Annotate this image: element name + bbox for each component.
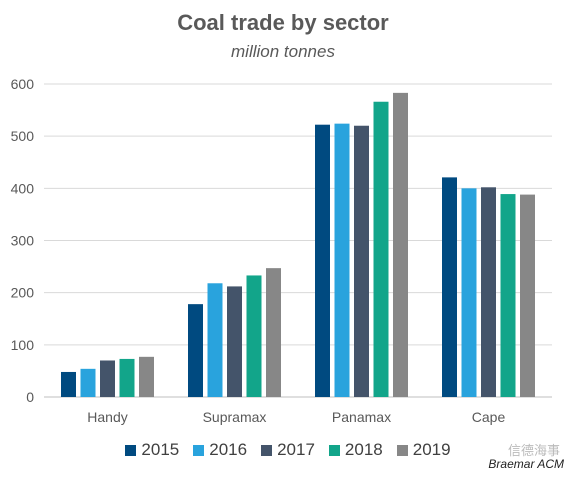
bar-cape-2016 — [461, 188, 477, 397]
legend-item-2016: 2016 — [193, 440, 247, 460]
source-label: Braemar ACM — [488, 457, 564, 471]
y-tick-label: 500 — [11, 128, 35, 144]
bar-panamax-2018 — [373, 101, 389, 397]
legend-item-2017: 2017 — [261, 440, 315, 460]
legend-swatch — [125, 444, 137, 456]
legend-item-2018: 2018 — [328, 440, 383, 460]
x-axis-ticks: Handy Supramax Panamax Cape — [87, 409, 505, 425]
bar-panamax-2015 — [315, 124, 330, 397]
y-tick-label: 100 — [11, 337, 35, 353]
bar-handy-2019 — [139, 356, 154, 397]
legend-item-2019: 2019 — [396, 440, 451, 460]
legend-label: 2018 — [344, 440, 383, 459]
legend-swatch — [328, 444, 340, 456]
bar-supramax-2015 — [188, 304, 203, 397]
bar-handy-2015 — [61, 371, 76, 397]
bar-panamax-2016 — [334, 123, 350, 397]
bar-panamax-2019 — [393, 92, 408, 397]
y-tick-label: 0 — [26, 389, 34, 405]
bar-cape-2019 — [520, 194, 535, 397]
bars — [61, 92, 535, 397]
legend-swatch — [193, 444, 205, 456]
legend-label: 2019 — [412, 440, 451, 459]
bar-handy-2018 — [119, 358, 135, 397]
watermark: 信德海事 — [507, 443, 560, 458]
bar-cape-2017 — [481, 187, 496, 397]
bar-supramax-2019 — [266, 268, 281, 397]
bar-cape-2018 — [500, 194, 516, 397]
y-axis-ticks: 0 100 200 300 400 500 600 — [11, 76, 35, 405]
y-tick-label: 200 — [11, 285, 35, 301]
bar-handy-2017 — [100, 360, 115, 397]
legend-label: 2017 — [277, 440, 315, 459]
y-tick-label: 400 — [11, 180, 35, 196]
chart-subtitle: million tonnes — [231, 42, 335, 61]
legend-label: 2016 — [209, 440, 248, 459]
bar-panamax-2017 — [354, 125, 369, 397]
legend: 2015 2016 2017 2018 2019 — [0, 440, 576, 460]
x-tick-label: Cape — [472, 409, 506, 425]
bar-supramax-2017 — [227, 286, 242, 397]
legend-swatch — [261, 444, 273, 456]
chart-title: Coal trade by sector — [177, 10, 389, 35]
legend-label: 2015 — [141, 440, 180, 459]
legend-item-2015: 2015 — [125, 440, 179, 460]
x-tick-label: Panamax — [332, 409, 391, 425]
x-tick-label: Handy — [87, 409, 127, 425]
x-tick-label: Supramax — [203, 409, 267, 425]
y-tick-label: 300 — [11, 233, 35, 249]
legend-swatch — [396, 444, 408, 456]
bar-handy-2016 — [80, 368, 96, 397]
bar-cape-2015 — [442, 177, 457, 397]
bar-supramax-2018 — [246, 275, 262, 397]
y-tick-label: 600 — [11, 76, 35, 92]
bar-supramax-2016 — [207, 283, 223, 397]
